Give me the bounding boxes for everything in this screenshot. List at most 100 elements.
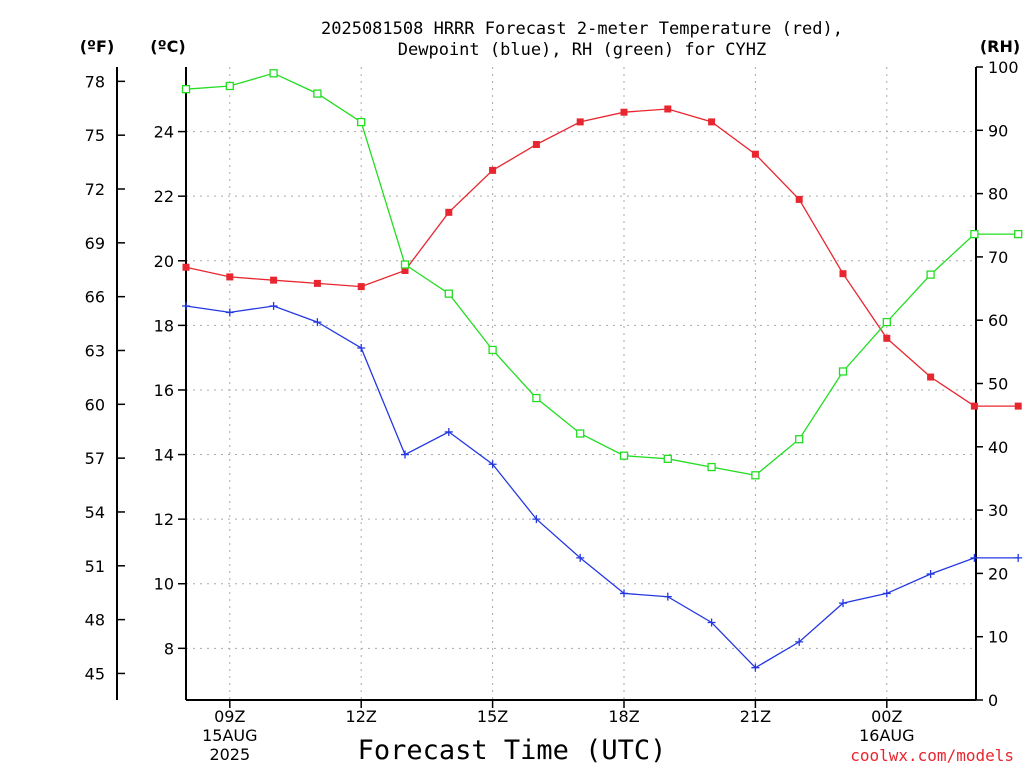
x-tick-label: 12Z [346, 707, 377, 726]
dewpoint-point [357, 343, 366, 352]
temperature-point [226, 273, 234, 281]
x-tick-label: 00Z [871, 707, 902, 726]
dewpoint-point [444, 427, 453, 436]
rh-unit-label: (RH) [980, 37, 1020, 56]
dewpoint-point [313, 318, 322, 327]
temperature-point [751, 150, 759, 158]
x-tick-label: 2025 [209, 745, 250, 764]
temperature-point [182, 263, 190, 271]
rh-tick-label: 70 [988, 248, 1008, 267]
rh-point [882, 317, 891, 327]
rh-point [751, 471, 760, 480]
dewpoint-point [401, 450, 409, 459]
grid-lines [186, 67, 976, 700]
x-tick-label: 15Z [477, 707, 508, 726]
rh-point [225, 81, 234, 91]
dewpoint-point [576, 553, 585, 562]
x-axis-title: Forecast Time (UTC) [358, 735, 667, 766]
rh-point [357, 117, 366, 127]
fahrenheit-tick-label: 48 [85, 611, 105, 630]
dewpoint-point [182, 301, 190, 310]
dewpoint-point [926, 570, 935, 579]
fahrenheit-tick-label: 72 [85, 180, 105, 199]
rh-point [576, 429, 585, 438]
celsius-tick-label: 24 [154, 123, 174, 142]
temperature-point [883, 334, 891, 342]
fahrenheit-tick-label: 51 [85, 557, 105, 576]
celsius-tick-label: 16 [154, 381, 174, 400]
rh-tick-label: 0 [988, 691, 998, 710]
rh-point [444, 289, 453, 298]
temperature-point [532, 141, 540, 149]
credit-label: coolwx.com/models [850, 746, 1014, 765]
rh-point [1014, 229, 1023, 239]
rh-tick-label: 100 [988, 58, 1019, 77]
dewpoint-point [707, 618, 716, 627]
rh-point [488, 345, 497, 355]
temperature-point [313, 279, 321, 287]
celsius-tick-label: 14 [154, 446, 174, 465]
dewpoint-point [488, 460, 497, 469]
fahrenheit-tick-label: 57 [85, 449, 105, 468]
fahrenheit-tick-label: 60 [85, 395, 105, 414]
x-tick-label: 18Z [608, 707, 639, 726]
series-temperature [182, 105, 1022, 410]
series-line-dewpoint [185, 305, 1019, 669]
axes [116, 66, 983, 708]
celsius-tick-label: 18 [154, 316, 174, 335]
rh-tick-label: 30 [988, 501, 1008, 520]
x-tick-label: 15AUG [202, 726, 257, 745]
rh-point [313, 89, 322, 98]
dewpoint-point [751, 663, 760, 672]
dewpoint-point [970, 553, 979, 562]
data-series [181, 69, 1023, 672]
rh-point [795, 435, 804, 444]
chart-title-line-2: Dewpoint (blue), RH (green) for CYHZ [398, 40, 766, 60]
rh-tick-label: 80 [988, 185, 1008, 204]
series-dewpoint [182, 301, 1023, 672]
temperature-point [664, 105, 672, 113]
fahrenheit-unit-label: (ºF) [80, 37, 115, 56]
dewpoint-point [663, 592, 672, 601]
dewpoint-point [839, 599, 847, 608]
celsius-tick-label: 12 [154, 510, 174, 529]
rh-tick-label: 50 [988, 375, 1008, 394]
celsius-tick-label: 10 [154, 575, 174, 594]
rh-point [926, 270, 935, 279]
temperature-point [489, 166, 497, 174]
temperature-point [620, 108, 628, 116]
fahrenheit-tick-label: 78 [85, 72, 105, 91]
celsius-tick-label: 8 [164, 639, 174, 658]
rh-point [532, 393, 541, 403]
series-line-temperature [185, 108, 1019, 407]
fahrenheit-tick-label: 63 [85, 341, 105, 360]
fahrenheit-tick-label: 45 [85, 664, 105, 683]
dewpoint-point [532, 515, 541, 524]
dewpoint-point [795, 637, 804, 646]
x-tick-label: 21Z [740, 707, 771, 726]
temperature-point [1014, 402, 1022, 410]
temperature-point [708, 118, 716, 126]
fahrenheit-tick-label: 69 [85, 234, 105, 253]
series-rh [181, 69, 1023, 480]
series-line-rh [185, 72, 1019, 476]
rh-tick-label: 40 [988, 438, 1008, 457]
dewpoint-point [882, 589, 891, 598]
temperature-point [795, 195, 803, 203]
temperature-point [445, 208, 453, 216]
rh-point [400, 260, 410, 269]
rh-tick-label: 60 [988, 311, 1008, 330]
celsius-unit-label: (ºC) [150, 37, 185, 56]
temperature-point [357, 283, 365, 291]
fahrenheit-tick-label: 66 [85, 288, 105, 307]
celsius-tick-label: 22 [154, 187, 174, 206]
rh-point [970, 229, 979, 239]
dewpoint-point [225, 308, 234, 317]
rh-tick-label: 20 [988, 564, 1008, 583]
rh-point [838, 367, 848, 376]
rh-tick-label: 90 [988, 121, 1008, 140]
x-tick-label: 16AUG [859, 726, 914, 745]
chart-title-line-1: 2025081508 HRRR Forecast 2-meter Tempera… [321, 19, 843, 39]
temperature-point [970, 402, 978, 410]
